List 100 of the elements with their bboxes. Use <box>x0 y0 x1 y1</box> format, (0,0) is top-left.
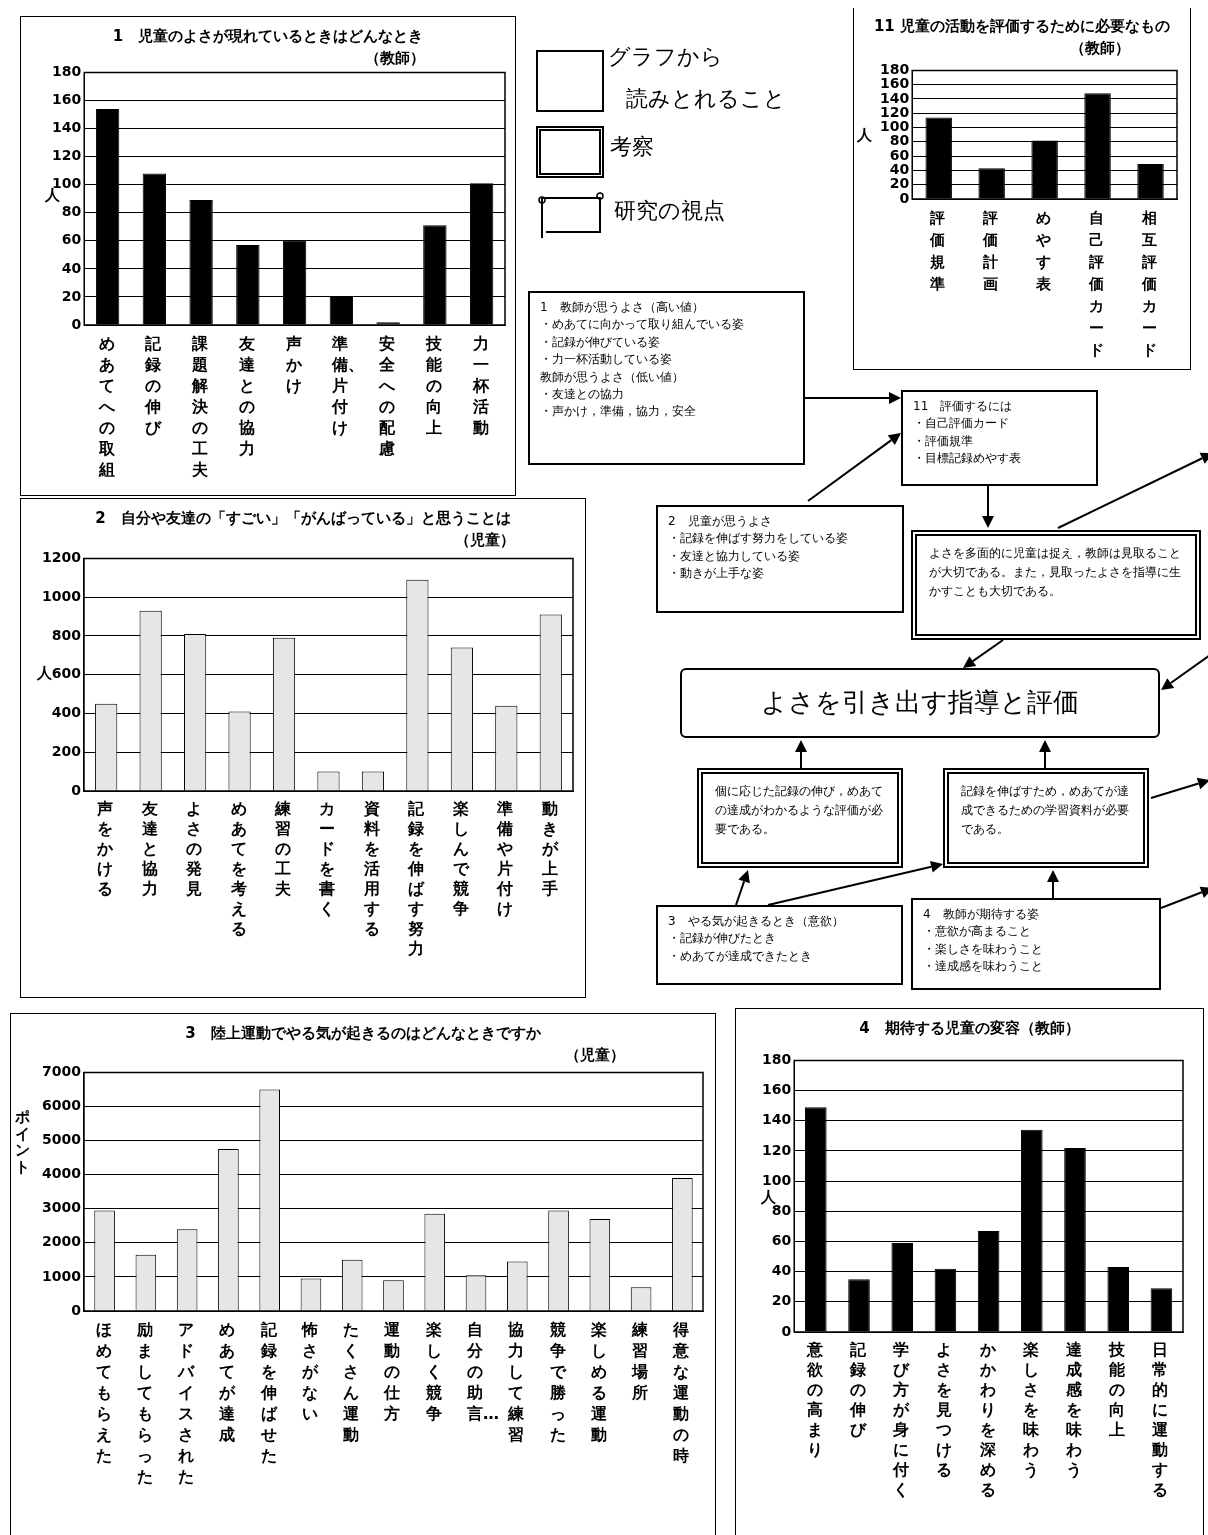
text: 3 やる気が起きるとき（意欲） <box>668 913 845 930</box>
text: よさを多面的に児童は捉え，教師は見取ることが大切である。また，見取ったよさを指導に生かすことも大切である。 <box>929 545 1182 601</box>
text: 読みとれること <box>626 85 787 113</box>
x-tick-label: めやす表 <box>1036 208 1053 295</box>
x-tick-label: 安全への配慮 <box>379 333 397 459</box>
y-tick-label: 180 <box>761 1051 792 1068</box>
chart-subtitle: （教師） <box>1070 39 1130 58</box>
x-tick-label: 動きが上手 <box>541 799 559 899</box>
x-tick-label: 楽しめる運動 <box>590 1319 608 1445</box>
y-tick-label: 160 <box>879 75 910 92</box>
text: 考察 <box>610 133 655 161</box>
y-tick-label: 160 <box>761 1081 792 1098</box>
x-tick-label: 声をかける <box>97 799 115 899</box>
y-tick-label: 140 <box>879 89 910 106</box>
y-tick-label: 3000 <box>42 1199 82 1216</box>
chart-subtitle: （児童） <box>455 531 515 550</box>
y-tick-label: 6000 <box>42 1097 82 1114</box>
x-tick-label: 自分の助言… <box>467 1319 500 1424</box>
y-tick-label: 40 <box>61 259 82 276</box>
x-tick-label: よさの発見 <box>186 799 204 899</box>
x-tick-label: 評価規準 <box>930 208 947 295</box>
y-tick-label: 5000 <box>42 1131 82 1148</box>
chart-title: 2 自分や友達の「すごい」「がんばっている」と思うことは <box>94 509 512 528</box>
x-tick-label: 達成感を味わう <box>1066 1340 1083 1480</box>
y-tick-label: 40 <box>889 161 910 178</box>
x-tick-label: 得意な運動の時 <box>673 1319 691 1466</box>
text: ・記録を伸ばす努力をしている姿 <box>668 530 849 548</box>
x-tick-label: 準備や片付け <box>497 799 515 919</box>
x-tick-label: 楽しく競争 <box>425 1319 443 1424</box>
y-tick-label: 20 <box>771 1292 792 1309</box>
chart-subtitle: （教師） <box>365 49 425 68</box>
y-tick-label: 200 <box>51 742 82 759</box>
text: 11 評価するには <box>913 398 1014 415</box>
x-tick-label: 準備、片付け <box>332 333 365 438</box>
text: ・友達との協力 <box>540 385 625 403</box>
text: ・友達と協力している姿 <box>668 547 801 565</box>
x-tick-label: 学び方が身に付く <box>893 1340 911 1500</box>
text: ・声かけ，準備，協力，安全 <box>540 403 697 421</box>
y-tick-label: 60 <box>61 231 82 248</box>
y-tick-label: 20 <box>61 287 82 304</box>
y-tick-label: 140 <box>51 119 82 136</box>
x-tick-label: 友達と協力 <box>141 799 159 899</box>
x-tick-label: 競争で勝った <box>549 1319 567 1445</box>
x-tick-label: ほめてもらえた <box>95 1319 113 1466</box>
x-tick-label: 記録を伸ばせた <box>260 1319 278 1466</box>
x-tick-label: 資料を活用する <box>363 799 381 939</box>
y-tick-label: 180 <box>51 63 82 80</box>
x-tick-label: よさを見つける <box>936 1340 954 1480</box>
y-tick-label: 60 <box>771 1232 792 1249</box>
x-tick-label: めあてへの取組 <box>98 333 116 480</box>
text: 記録を伸ばすため，めあてが達成できるための学習資料が必要である。 <box>961 783 1130 839</box>
text: ・めあてが達成できたとき <box>668 947 813 965</box>
x-tick-label: カードを書く <box>319 799 337 919</box>
x-tick-label: 相互評価カード <box>1142 208 1158 361</box>
x-tick-label: アドバイスされた <box>178 1319 196 1487</box>
x-tick-label: 友達との協力 <box>238 333 256 459</box>
x-tick-label: 技能の向上 <box>425 333 443 438</box>
y-tick-label: 800 <box>51 626 82 643</box>
text: ・動きが上手な姿 <box>668 565 765 583</box>
text: ・楽しさを味わうこと <box>923 940 1044 958</box>
text: 教師が思うよさ（低い値） <box>540 368 685 386</box>
text: ・めあてに向かって取り組んでいる姿 <box>540 316 745 334</box>
x-tick-label: めあてを考える <box>230 799 248 939</box>
y-tick-label: 600 <box>51 665 82 682</box>
x-tick-label: 自己評価カード <box>1089 208 1106 361</box>
y-tick-label: 80 <box>61 203 82 220</box>
text: 個に応じた記録の伸び，めあての達成がわかるような評価が必要である。 <box>715 783 884 839</box>
chart-title: 1 児童のよさが現れているときはどんなとき <box>111 27 425 46</box>
x-tick-label: 楽しさを味わう <box>1022 1340 1040 1480</box>
y-tick-label: 20 <box>889 175 910 192</box>
text: グラフから <box>608 43 724 71</box>
x-tick-label: 課題解決の工夫 <box>192 333 210 480</box>
text: 研究の視点 <box>614 197 726 225</box>
y-tick-label: 40 <box>771 1262 792 1279</box>
x-tick-label: 楽しんで競争 <box>452 799 470 919</box>
y-tick-label: 160 <box>51 91 82 108</box>
x-tick-label: 協力して練習 <box>508 1319 526 1445</box>
text: ・記録が伸びている姿 <box>540 333 661 351</box>
text: ・目標記録めやす表 <box>913 450 1022 468</box>
y-tick-label: 0 <box>71 1301 82 1318</box>
x-tick-label: 励ましてもらった <box>136 1319 154 1487</box>
y-axis-title: ポイント <box>15 1108 31 1176</box>
x-tick-label: 運動の仕方 <box>384 1319 402 1424</box>
chart-title: 4 期待する児童の変容（教師） <box>858 1019 1081 1038</box>
text: ・意欲が高まること <box>923 923 1032 941</box>
y-tick-label: 4000 <box>42 1165 82 1182</box>
y-tick-label: 1000 <box>42 1267 82 1284</box>
x-tick-label: 練習の工夫 <box>275 799 292 899</box>
y-axis-title: 人 <box>37 664 53 682</box>
y-tick-label: 400 <box>51 704 82 721</box>
x-tick-label: 技能の向上 <box>1109 1340 1127 1440</box>
x-tick-label: 練習場所 <box>632 1319 650 1403</box>
chart-title: 3 陸上運動でやる気が起きるのはどんなときですか <box>184 1024 542 1043</box>
x-tick-label: 評価計画 <box>983 208 1000 295</box>
text: 4 教師が期待する姿 <box>923 906 1040 923</box>
text: 1 教師が思うよさ（高い値） <box>540 299 705 316</box>
text: 2 児童が思うよさ <box>668 513 773 530</box>
x-tick-label: 力一杯活動 <box>472 333 490 438</box>
chart-title: 11 児童の活動を評価するために必要なもの <box>872 17 1172 36</box>
y-axis-title: 人 <box>761 1188 776 1206</box>
